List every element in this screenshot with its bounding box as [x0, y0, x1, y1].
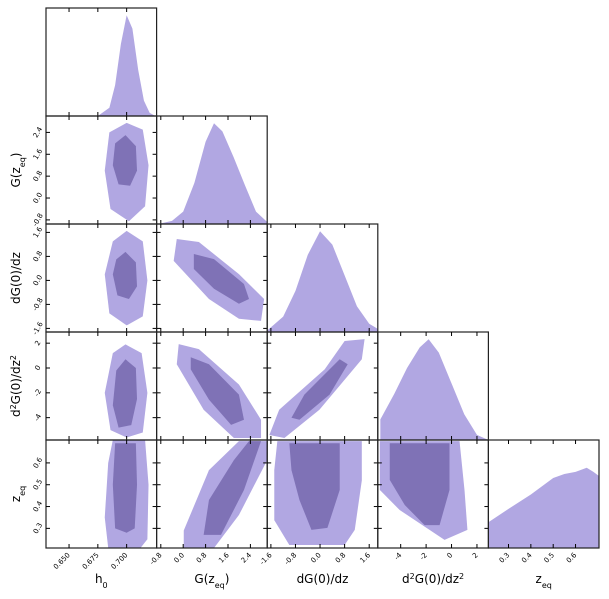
y-axis-label: G(zeq)	[9, 153, 27, 188]
contour-inner	[389, 443, 450, 526]
y-tick-label: 0.3	[32, 522, 44, 536]
marginal-density	[97, 15, 156, 116]
axis-label-part: 2	[459, 572, 464, 581]
axis-label-part: G(z	[9, 167, 23, 187]
axis-label-part: eq	[18, 157, 27, 167]
x-tick-label: -4	[393, 551, 404, 562]
y-tick-label: 1.6	[32, 147, 45, 161]
axis-label-part: d	[9, 409, 23, 417]
axis-label-part: z	[9, 496, 23, 502]
y-tick-label: 0.0	[32, 191, 44, 205]
x-tick-label: 0	[446, 551, 455, 560]
y-tick-label: 0.6	[32, 456, 45, 470]
x-tick-label: -0.8	[283, 551, 298, 566]
x-tick-label: 0.8	[334, 551, 348, 565]
y-axis-label: dG(0)/dz	[9, 252, 23, 304]
contour-inner	[112, 359, 138, 428]
x-tick-label: -2	[418, 551, 429, 562]
y-tick-label: 0.5	[32, 478, 44, 492]
x-axis-label: h0	[95, 572, 108, 590]
axis-label-part: eq	[18, 486, 27, 496]
x-tick-label: 2.4	[240, 551, 254, 565]
y-axis-label: d2G(0)/dz2	[9, 355, 24, 417]
axis-label-part: 2	[9, 404, 18, 409]
marginal-density	[267, 231, 378, 332]
contour-inner	[289, 443, 340, 530]
x-axis-label: d2G(0)/dz2	[402, 572, 464, 587]
y-tick-label: 0	[33, 364, 42, 372]
y-tick-label: 0.8	[32, 169, 44, 183]
marginal-density	[488, 467, 599, 548]
axis-label-part: G(0)/dz	[415, 572, 459, 586]
contour-inner	[112, 251, 138, 299]
axis-label-part: 2	[9, 355, 18, 360]
marginal-density	[380, 339, 489, 440]
x-tick-label: 1.6	[217, 551, 231, 565]
y-tick-label: 0.0	[32, 274, 44, 288]
axis-label-part: )	[225, 572, 230, 586]
y-tick-label: 2.4	[32, 125, 45, 139]
contour-inner	[190, 357, 244, 425]
x-tick-label: 0.650	[52, 551, 72, 571]
y-tick-label: -0.8	[31, 296, 45, 312]
y-tick-label: -4	[33, 412, 44, 423]
contour-inner	[203, 441, 262, 535]
x-tick-label: 0.0	[172, 551, 186, 565]
axis-label-part: dG(0)/dz	[9, 252, 23, 304]
y-tick-label: -1.6	[31, 320, 45, 336]
x-tick-label: 0.675	[81, 551, 101, 571]
axis-label-part: h	[95, 572, 103, 586]
contour-inner	[112, 443, 138, 533]
x-tick-label: 0.5	[542, 551, 556, 565]
panel-frame	[487, 439, 600, 549]
contour-inner	[193, 254, 249, 304]
y-tick-label: 2	[33, 339, 42, 347]
x-tick-label: -0.8	[148, 551, 163, 566]
y-tick-label: -2	[33, 388, 43, 398]
axis-label-part: d	[402, 572, 410, 586]
x-tick-label: 0.3	[498, 551, 512, 565]
axis-label-part: 2	[410, 572, 415, 581]
axis-label-part: dG(0)/dz	[297, 572, 349, 586]
axis-label-part: 0	[103, 581, 108, 590]
axis-label-part: eq	[215, 581, 225, 590]
x-tick-label: 0.6	[565, 551, 579, 565]
y-tick-label: 0.8	[32, 250, 44, 264]
x-axis-label: G(zeq)	[194, 572, 229, 590]
x-tick-label: 0.4	[520, 551, 534, 565]
y-tick-label: -0.8	[31, 212, 45, 228]
x-tick-label: 0.8	[195, 551, 209, 565]
x-tick-label: 2	[471, 551, 480, 560]
x-axis-label: zeq	[536, 572, 552, 590]
y-tick-label: 0.4	[32, 499, 45, 513]
x-tick-label: -1.6	[258, 551, 274, 567]
x-tick-label: 1.6	[358, 551, 372, 565]
axis-label-part: )	[9, 153, 23, 158]
axis-label-part: G(z	[194, 572, 214, 586]
axis-label-part: z	[536, 572, 542, 586]
x-tick-label: 0.700	[110, 551, 130, 571]
contour-inner	[291, 359, 348, 420]
y-tick-label: 1.6	[32, 225, 45, 239]
x-tick-label: 0.0	[309, 551, 323, 565]
axis-label-part: eq	[542, 581, 552, 590]
contour-inner	[112, 135, 138, 186]
x-axis-label: dG(0)/dz	[297, 572, 349, 586]
marginal-density	[158, 123, 268, 224]
y-axis-label: zeq	[9, 486, 27, 502]
axis-label-part: G(0)/dz	[9, 360, 23, 404]
